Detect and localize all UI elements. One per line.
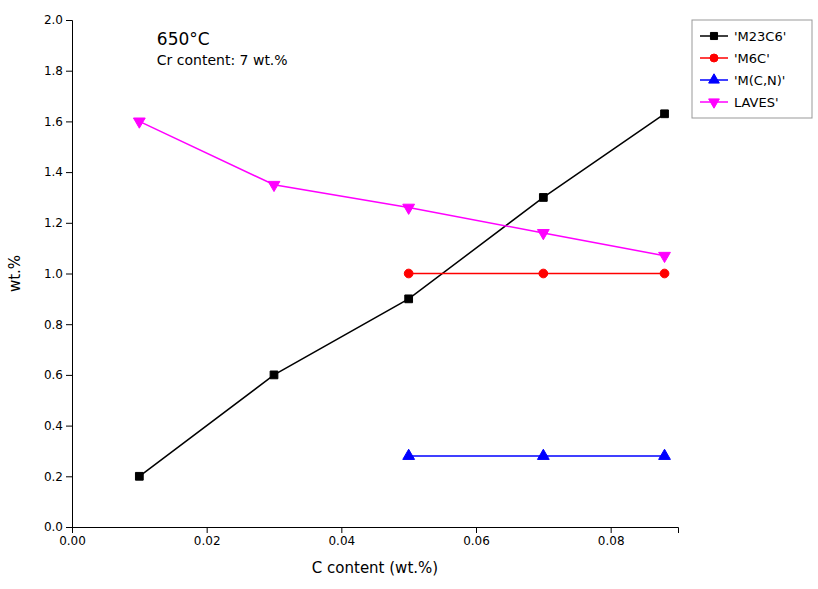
legend-label: 'M23C6' bbox=[734, 29, 786, 44]
tick: 1.4 bbox=[44, 165, 72, 179]
tick: 1.2 bbox=[44, 216, 72, 230]
tick-mark bbox=[66, 121, 72, 122]
tick-label: 1.6 bbox=[44, 115, 63, 129]
tick-mark bbox=[66, 324, 72, 325]
tick-mark bbox=[66, 426, 72, 427]
tick-label: 0.08 bbox=[598, 534, 625, 548]
tick-label: 0.0 bbox=[44, 520, 63, 534]
tick: 0.08 bbox=[598, 527, 625, 548]
legend-label: LAVES' bbox=[734, 95, 779, 110]
tick: 0.6 bbox=[44, 368, 72, 382]
tick-label: 1.4 bbox=[44, 165, 63, 179]
marker bbox=[661, 110, 669, 118]
tick-label: 0.6 bbox=[44, 368, 63, 382]
plot-area: 0.00 0.02 0.04 0.06 0.08 0.0 0.2 0.4 0.6 0.8 1.0 1.… bbox=[44, 13, 679, 547]
tick-mark bbox=[207, 527, 208, 533]
tick-label: 1.0 bbox=[44, 267, 63, 281]
tick-label: 0.04 bbox=[328, 534, 355, 548]
legend-marker bbox=[709, 74, 720, 83]
tick: 2.0 bbox=[44, 13, 72, 27]
annotation: 650°C bbox=[157, 29, 210, 49]
tick: 0.02 bbox=[194, 527, 221, 548]
tick-label: 0.02 bbox=[194, 534, 221, 548]
series-line bbox=[409, 455, 665, 457]
legend-item: 'M6C' bbox=[700, 51, 770, 66]
marker bbox=[405, 295, 413, 303]
axis-line bbox=[66, 21, 73, 528]
legend-marker bbox=[710, 32, 717, 39]
axis-line bbox=[73, 528, 679, 534]
legend-label: 'M(C,N)' bbox=[734, 73, 785, 88]
marker bbox=[403, 204, 415, 214]
tick-mark bbox=[611, 527, 612, 533]
marker bbox=[404, 269, 413, 278]
tick-label: 2.0 bbox=[44, 13, 63, 27]
marker bbox=[403, 449, 415, 459]
chart: 0.00 0.02 0.04 0.06 0.08 0.0 0.2 0.4 0.6 0.8 1.0 1.… bbox=[0, 0, 818, 589]
annotation: Cr content: 7 wt.% bbox=[157, 52, 288, 68]
tick-label: 0.2 bbox=[44, 470, 63, 484]
x-axis-title: C content (wt.%) bbox=[312, 559, 438, 577]
marker bbox=[133, 118, 145, 128]
marker bbox=[268, 181, 280, 191]
tick-label: 1.8 bbox=[44, 64, 63, 78]
legend-marker bbox=[710, 54, 718, 62]
series-line bbox=[409, 273, 665, 275]
legend-marker bbox=[709, 99, 720, 108]
legend-item: LAVES' bbox=[700, 95, 779, 110]
marks bbox=[133, 110, 670, 480]
tick: 1.8 bbox=[44, 64, 72, 78]
tick: 0.4 bbox=[44, 419, 72, 433]
tick: 0.0 bbox=[44, 520, 72, 534]
marker bbox=[659, 252, 671, 262]
tick-mark bbox=[66, 274, 72, 275]
series-line bbox=[139, 121, 664, 255]
tick-mark bbox=[66, 223, 72, 224]
x-axis: 0.00 0.02 0.04 0.06 0.08 bbox=[59, 527, 678, 548]
tick-label: 1.2 bbox=[44, 216, 63, 230]
marker bbox=[270, 371, 278, 379]
legend-item: 'M23C6' bbox=[700, 29, 786, 44]
marker bbox=[659, 449, 671, 459]
legend: 'M23C6' 'M6C' 'M(C,N)' LAVES' bbox=[692, 20, 812, 118]
marker bbox=[135, 472, 143, 480]
tick: 0.2 bbox=[44, 470, 72, 484]
tick-label: 0.8 bbox=[44, 318, 63, 332]
tick-mark bbox=[476, 527, 477, 533]
tick-mark bbox=[66, 172, 72, 173]
y-axis-title: wt.% bbox=[6, 255, 24, 292]
legend-frame bbox=[692, 20, 812, 118]
tick-mark bbox=[66, 527, 72, 528]
marker bbox=[537, 230, 549, 240]
series-line bbox=[139, 114, 664, 477]
tick: 0.8 bbox=[44, 318, 72, 332]
tick-mark bbox=[66, 375, 72, 376]
tick: 0.00 bbox=[59, 527, 86, 548]
marker bbox=[539, 194, 547, 202]
tick-mark bbox=[66, 20, 72, 21]
tick-label: 0.06 bbox=[463, 534, 490, 548]
marker bbox=[660, 269, 669, 278]
tick: 0.04 bbox=[328, 527, 355, 548]
legend-label: 'M6C' bbox=[734, 51, 770, 66]
marker bbox=[539, 269, 548, 278]
legend-item: 'M(C,N)' bbox=[700, 73, 785, 88]
tick: 1.0 bbox=[44, 267, 72, 281]
tick: 0.06 bbox=[463, 527, 490, 548]
y-axis: 0.0 0.2 0.4 0.6 0.8 1.0 1.2 1.4 1.6 1.8 2.0 bbox=[44, 13, 73, 534]
tick-mark bbox=[66, 71, 72, 72]
tick-label: 0.00 bbox=[59, 534, 86, 548]
tick-mark bbox=[341, 527, 342, 533]
tick-mark bbox=[66, 476, 72, 477]
tick-label: 0.4 bbox=[44, 419, 63, 433]
tick: 1.6 bbox=[44, 115, 72, 129]
marker bbox=[537, 449, 549, 459]
